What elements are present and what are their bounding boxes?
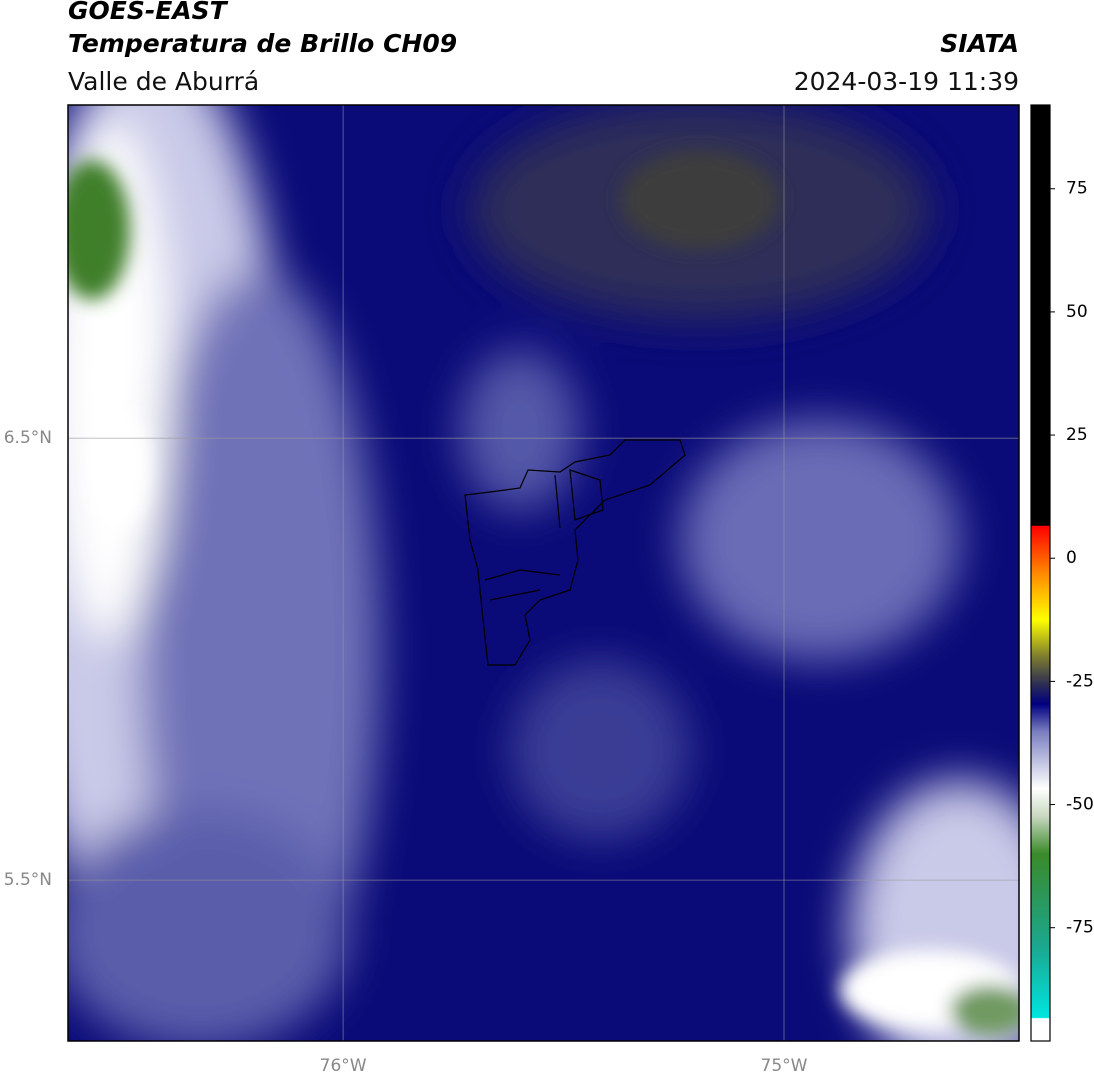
- colorbar-tick-label: -50: [1066, 795, 1094, 815]
- region-outline: [464, 439, 686, 666]
- lat-label: 6.5°N: [4, 428, 52, 448]
- subtitle: Temperatura de Brillo CH09: [68, 29, 457, 58]
- colorbar: [1030, 104, 1051, 1042]
- region: Valle de Aburrá: [68, 67, 259, 96]
- title: GOES-EAST: [68, 0, 229, 25]
- lat-label: 5.5°N: [4, 870, 52, 890]
- map-frame: [67, 104, 1020, 1042]
- colorbar-tick-label: 25: [1066, 425, 1088, 445]
- colorbar-tick-label: 0: [1066, 548, 1077, 568]
- datetime: 2024-03-19 11:39: [794, 67, 1019, 96]
- lon-label: 76°W: [320, 1056, 367, 1076]
- colorbar-tick-label: -75: [1066, 918, 1094, 938]
- colorbar-tick-label: 75: [1066, 179, 1088, 199]
- colorbar-tick-label: -25: [1066, 671, 1094, 691]
- satellite-image: [68, 105, 1019, 1041]
- source: SIATA: [940, 29, 1019, 58]
- lon-label: 75°W: [761, 1056, 808, 1076]
- colorbar-tick-label: 50: [1066, 302, 1088, 322]
